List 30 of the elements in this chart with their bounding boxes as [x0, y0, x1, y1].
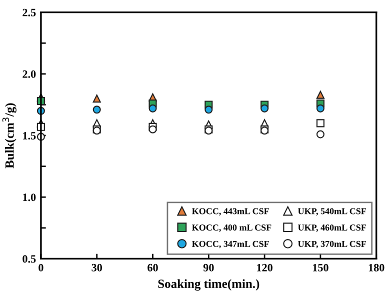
legend-label: KOCC, 400 mL CSF — [192, 224, 272, 232]
legend-label: KOCC, 347mL CSF — [192, 240, 269, 248]
point — [260, 104, 269, 112]
legend-label: UKP, 540mL CSF — [298, 208, 366, 216]
point — [148, 125, 157, 134]
point — [316, 90, 324, 99]
x-tick-label: 150 — [313, 264, 328, 272]
y-tick-label: 0.5 — [22, 255, 36, 263]
y-axis-title: Bulk(cm$^{3}$/g) — [2, 103, 16, 168]
y-tick-label: 1.5 — [23, 132, 36, 140]
point — [316, 104, 324, 112]
point — [92, 94, 101, 103]
y-tick-label: 1.0 — [23, 194, 36, 202]
point — [148, 104, 157, 112]
x-tick-label: 180 — [368, 264, 384, 272]
y-tick-label: 2.5 — [22, 8, 36, 16]
x-axis-title: Soaking time(min.) — [158, 279, 260, 291]
legend-label: KOCC, 443mL CSF — [192, 208, 269, 216]
x-tick-label: 30 — [92, 264, 102, 272]
x-tick-label: 120 — [257, 264, 272, 272]
x-tick-label: 60 — [148, 264, 158, 272]
x-tick-label: 90 — [203, 264, 214, 272]
legend-label: UKP, 460mL CSF — [298, 224, 366, 232]
legend-label: UKP, 370mL CSF — [298, 240, 366, 248]
point — [316, 130, 324, 138]
x-tick-label: 0 — [38, 264, 44, 272]
point — [204, 106, 213, 114]
point — [92, 106, 101, 114]
point — [316, 119, 324, 128]
y-tick-label: 2.0 — [22, 70, 36, 78]
